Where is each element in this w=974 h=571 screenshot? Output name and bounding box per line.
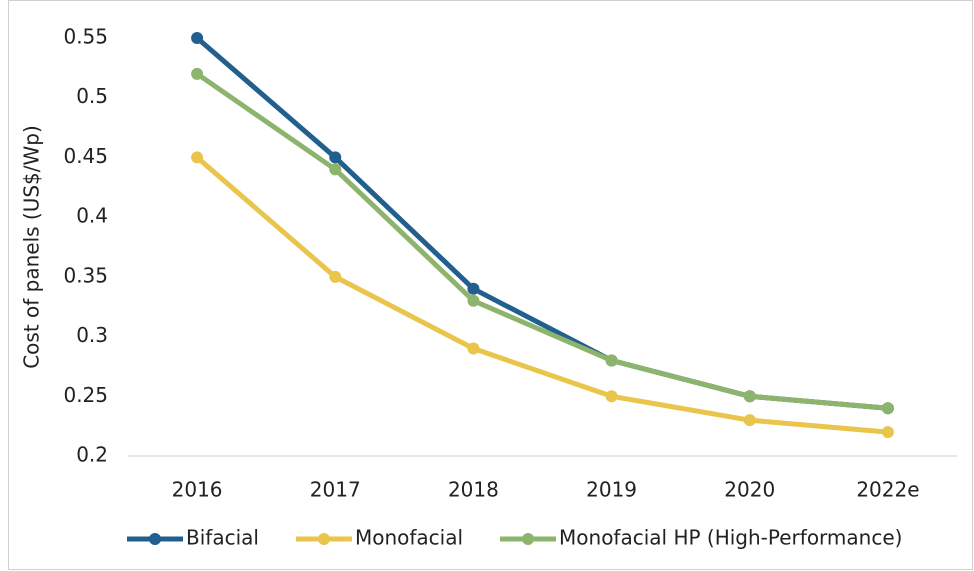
legend-label: Monofacial HP (High-Performance): [559, 526, 902, 550]
y-axis-label: Cost of panels (US$/Wp): [20, 125, 44, 369]
legend-marker: [317, 533, 330, 545]
x-tick-label: 2018: [448, 478, 499, 502]
x-tick-label: 2022e: [856, 478, 919, 502]
y-tick-label: 0.25: [63, 383, 108, 407]
data-point: [743, 414, 756, 427]
data-point: [467, 342, 480, 355]
data-point: [743, 390, 756, 403]
series-line: [195, 36, 889, 411]
y-tick-label: 0.4: [76, 204, 108, 228]
data-point: [329, 151, 342, 164]
data-point: [329, 163, 342, 176]
series-line: [195, 71, 889, 411]
data-point: [605, 390, 618, 403]
data-point: [605, 354, 618, 367]
data-point: [191, 151, 204, 164]
data-point: [467, 294, 480, 307]
series-line: [195, 155, 889, 435]
y-tick-label: 0.5: [76, 84, 108, 108]
data-point: [191, 32, 204, 44]
legend-marker: [149, 533, 161, 545]
data-point: [329, 270, 342, 283]
chart-border: [8, 0, 973, 570]
y-tick-label: 0.55: [63, 25, 108, 49]
data-point: [881, 402, 894, 415]
y-tick-label: 0.2: [76, 443, 108, 467]
legend-label: Bifacial: [186, 526, 259, 550]
y-tick-label: 0.3: [76, 323, 108, 347]
y-tick-label: 0.35: [63, 263, 108, 287]
legend-marker: [522, 533, 535, 545]
y-tick-label: 0.45: [63, 144, 108, 168]
x-tick-label: 2016: [172, 478, 223, 502]
x-tick-label: 2017: [310, 478, 361, 502]
x-tick-label: 2019: [586, 478, 637, 502]
data-point: [191, 67, 204, 80]
data-point: [467, 282, 480, 295]
legend-label: Monofacial: [355, 526, 463, 550]
data-point: [881, 426, 894, 439]
x-tick-label: 2020: [724, 478, 775, 502]
